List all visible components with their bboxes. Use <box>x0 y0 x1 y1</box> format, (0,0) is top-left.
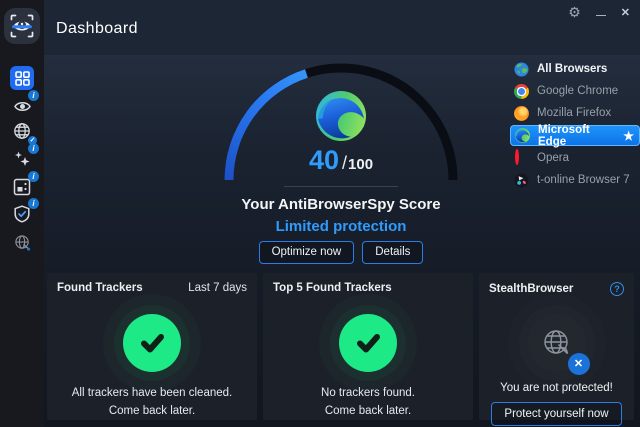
browser-label: Mozilla Firefox <box>537 107 612 119</box>
panel-message-line2: Come back later. <box>324 405 412 417</box>
top5-trackers-panel: Top 5 Found Trackers No trackers found. … <box>263 273 473 420</box>
browser-row-opera[interactable]: Opera <box>510 148 640 168</box>
score-heading: Your AntiBrowserSpy Score <box>241 196 441 213</box>
globe-icon <box>14 123 30 139</box>
help-icon[interactable]: ? <box>610 282 624 296</box>
score-actions: Optimize now Details <box>141 241 541 264</box>
score-separator: / <box>342 153 348 173</box>
sidebar-item-stealth-browser[interactable] <box>10 230 34 254</box>
opera-icon <box>515 148 519 165</box>
info-badge: i <box>28 198 39 209</box>
eye-scanner-logo-icon <box>4 8 40 44</box>
edge-browser-logo-icon <box>316 91 366 141</box>
favorite-star-icon[interactable]: ★ <box>623 128 634 143</box>
browser-row-google-chrome[interactable]: Google Chrome <box>510 81 640 101</box>
optimize-now-button[interactable]: Optimize now <box>258 241 355 264</box>
info-badge: i <box>28 90 39 101</box>
window-controls: ⚙ ✕ <box>568 4 630 20</box>
panel-title: Found Trackers <box>57 282 143 294</box>
sidebar-item-fingerprint[interactable]: i <box>10 171 39 199</box>
browser-row-mozilla-firefox[interactable]: Mozilla Firefox <box>510 103 640 123</box>
stealth-globe-icon: ✕ <box>527 314 590 375</box>
globe-off-icon <box>14 234 30 251</box>
panel-message-line1: No trackers found. <box>321 387 415 399</box>
settings-gear-icon[interactable]: ⚙ <box>568 4 581 20</box>
info-badge: i <box>28 171 39 182</box>
panel-message-line1: All trackers have been cleaned. <box>71 387 233 399</box>
eye-icon <box>13 101 31 111</box>
check-circle-icon <box>123 314 181 372</box>
panel-message-line2: Come back later. <box>108 405 196 417</box>
dashboard-grid-icon <box>14 70 30 86</box>
status-dot-badge: ✓ <box>28 136 37 145</box>
edge-icon <box>515 128 530 143</box>
globe-browser-icon <box>514 61 529 77</box>
sidebar-item-browsers[interactable]: ✓ <box>10 119 37 145</box>
main-content: 40/100 Your AntiBrowserSpy Score Limited… <box>44 55 640 427</box>
shield-check-icon <box>14 205 30 223</box>
browser-label: Google Chrome <box>537 85 619 97</box>
score-number: 40 <box>308 145 339 175</box>
header: Dashboard ⚙ ✕ <box>44 0 640 55</box>
tonline-icon <box>514 172 529 188</box>
browser-row-t-online[interactable]: t-online Browser 7 <box>510 170 640 190</box>
sparkles-icon <box>15 151 30 166</box>
minimize-icon[interactable] <box>595 14 606 16</box>
app-logo <box>3 7 41 45</box>
browser-label: t-online Browser 7 <box>537 174 630 186</box>
browser-label: Opera <box>537 152 569 164</box>
bottom-panels: Found Trackers Last 7 days All trackers … <box>47 273 634 426</box>
divider <box>284 186 398 187</box>
info-badge: i <box>28 143 39 154</box>
details-button[interactable]: Details <box>362 241 424 264</box>
browser-row-all-browsers[interactable]: All Browsers <box>510 59 640 79</box>
chrome-icon <box>514 83 529 99</box>
page-title: Dashboard <box>56 20 138 37</box>
photo-icon <box>13 178 31 196</box>
check-circle-icon <box>339 314 397 372</box>
sidebar: i ✓ i i <box>0 0 44 427</box>
score-value: 40/100 <box>156 145 526 176</box>
sidebar-item-dashboard[interactable] <box>10 66 34 90</box>
found-trackers-panel: Found Trackers Last 7 days All trackers … <box>47 273 257 420</box>
firefox-icon <box>514 105 529 121</box>
browser-label: All Browsers <box>537 63 608 75</box>
sidebar-item-optimization[interactable]: i <box>10 143 39 171</box>
panel-meta: Last 7 days <box>188 282 247 294</box>
browser-label: Microsoft Edge <box>538 123 590 148</box>
protection-status: Limited protection <box>275 218 407 235</box>
panel-title: Top 5 Found Trackers <box>273 282 392 294</box>
stealth-browser-panel: StealthBrowser ? ✕ You are not protecte <box>479 273 634 426</box>
protect-yourself-button[interactable]: Protect yourself now <box>491 402 622 426</box>
sidebar-item-spy-protection[interactable]: i <box>10 90 39 118</box>
score-gauge <box>224 63 458 181</box>
sidebar-item-protection[interactable]: i <box>10 198 39 226</box>
score-max: 100 <box>348 156 374 173</box>
panel-title: StealthBrowser <box>489 283 574 295</box>
stealth-message: You are not protected! <box>500 382 613 394</box>
not-protected-x-icon: ✕ <box>567 353 590 375</box>
gauge-progress-arc <box>224 63 458 181</box>
browser-row-microsoft-edge[interactable]: Microsoft Edge ★ <box>510 123 640 148</box>
close-icon[interactable]: ✕ <box>620 6 630 19</box>
browser-list: All Browsers Google Chrome Mozilla Firef… <box>510 59 640 192</box>
